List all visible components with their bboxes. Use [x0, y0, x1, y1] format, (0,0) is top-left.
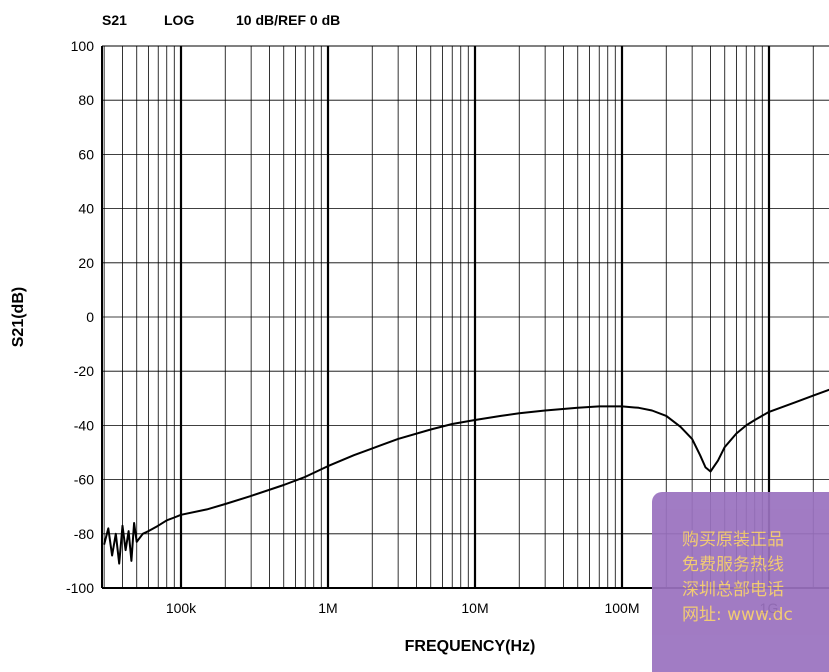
- y-tick-label: -40: [74, 417, 94, 433]
- watermark-line-3: 深圳总部电话: [682, 580, 784, 600]
- y-tick-label: 20: [78, 255, 94, 271]
- chart-header: S21 LOG 10 dB/REF 0 dB: [0, 12, 829, 32]
- x-tick-label: 10M: [461, 600, 488, 616]
- x-tick-label: 100k: [166, 600, 197, 616]
- y-tick-label: -20: [74, 363, 94, 379]
- x-axis-label: FREQUENCY(Hz): [404, 638, 536, 655]
- y-tick-label: -60: [74, 472, 94, 488]
- y-axis-label-wrap: S21(dB): [4, 287, 34, 350]
- x-tick-label: 100M: [604, 600, 639, 616]
- series-layer: [103, 388, 829, 565]
- y-tick-label: 60: [78, 146, 94, 162]
- x-tick-label: 1M: [318, 600, 337, 616]
- header-scale: 10 dB/REF 0 dB: [236, 12, 341, 28]
- watermark-line-1: 购买原装正品: [682, 530, 784, 550]
- y-tick-label: -80: [74, 526, 94, 542]
- watermark-line-4: 网址: www.dc: [682, 605, 793, 625]
- series-line-s21: [103, 388, 829, 565]
- header-format: LOG: [164, 12, 195, 28]
- y-axis-label: S21(dB): [10, 286, 27, 348]
- y-tick-label: 80: [78, 92, 94, 108]
- major-grid: [101, 45, 829, 589]
- watermark-line-2: 免费服务热线: [682, 555, 784, 575]
- watermark-badge: 购买原装正品 免费服务热线 深圳总部电话 网址: www.dc: [652, 492, 829, 672]
- tick-labels: 100 80 60 40 20 0 -20 -40 -60 -80 -100 100k 1M 10M 100…: [66, 38, 778, 616]
- y-tick-label: 0: [86, 309, 94, 325]
- y-tick-label: 100: [71, 38, 95, 54]
- header-parameter: S21: [102, 12, 127, 28]
- y-tick-label: -100: [66, 580, 94, 596]
- y-tick-label: 40: [78, 201, 94, 217]
